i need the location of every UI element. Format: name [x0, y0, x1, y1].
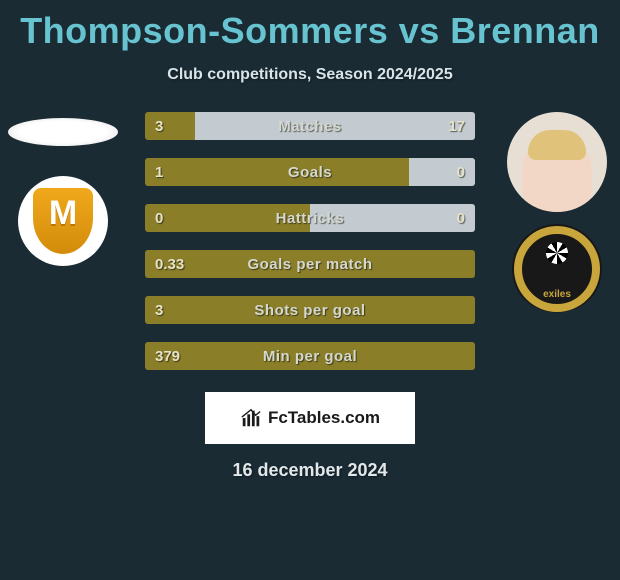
face-icon [522, 136, 592, 212]
newport-text: exiles [512, 289, 602, 300]
stat-row: 3 Shots per goal [145, 296, 475, 324]
club-badge-right: exiles [512, 224, 602, 314]
stat-bars: 3 Matches 17 1 Goals 0 0 Hattricks 0 0.3… [145, 112, 475, 370]
player-photo-right [507, 112, 607, 212]
stat-right-value: 0 [457, 158, 465, 186]
source-label: FcTables.com [268, 408, 380, 428]
stat-label: Matches [145, 112, 475, 140]
stat-row: 3 Matches 17 [145, 112, 475, 140]
chart-icon [240, 407, 262, 429]
right-column: exiles [502, 112, 612, 314]
stat-label: Hattricks [145, 204, 475, 232]
stat-right-value: 0 [457, 204, 465, 232]
stat-label: Min per goal [145, 342, 475, 370]
stat-label: Goals per match [145, 250, 475, 278]
stat-label: Goals [145, 158, 475, 186]
stat-row: 1 Goals 0 [145, 158, 475, 186]
stat-right-value: 17 [448, 112, 465, 140]
date-label: 16 december 2024 [0, 460, 620, 481]
source-tag: FcTables.com [205, 392, 415, 444]
left-column [8, 112, 118, 266]
stat-row: 0.33 Goals per match [145, 250, 475, 278]
stat-row: 379 Min per goal [145, 342, 475, 370]
stat-label: Shots per goal [145, 296, 475, 324]
player-photo-left [8, 118, 118, 146]
club-badge-left [18, 176, 108, 266]
page-title: Thompson-Sommers vs Brennan [0, 0, 620, 52]
stat-row: 0 Hattricks 0 [145, 204, 475, 232]
comparison-panel: exiles 3 Matches 17 1 Goals 0 0 Hattrick… [0, 112, 620, 481]
mk-dons-shield-icon [33, 188, 93, 254]
newport-ball-icon [546, 242, 568, 264]
subtitle: Club competitions, Season 2024/2025 [0, 66, 620, 84]
